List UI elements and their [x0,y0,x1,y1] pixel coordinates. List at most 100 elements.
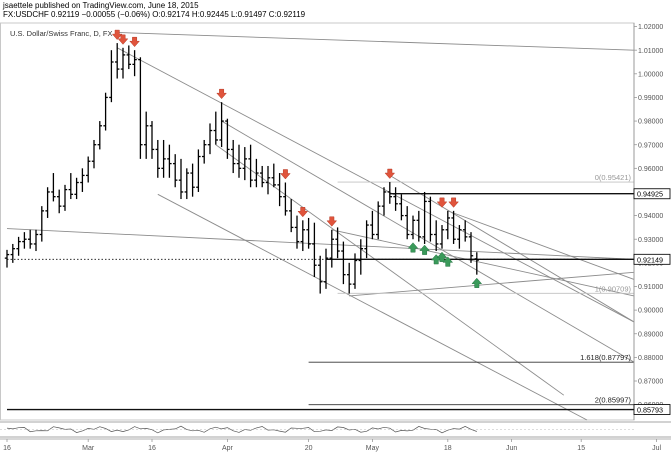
trend-line[interactable] [116,47,635,323]
ohlc-bar[interactable] [167,144,172,178]
ohlc-bar[interactable] [155,139,160,178]
ohlc-bar[interactable] [242,147,247,181]
ohlc-bar[interactable] [457,225,462,249]
ohlc-bar[interactable] [190,163,195,197]
ohlc-bar[interactable] [149,121,155,159]
ohlc-bar[interactable] [312,222,317,278]
trend-line[interactable] [331,229,635,297]
down-arrow-icon [448,197,459,208]
ohlc-bar[interactable] [265,165,271,195]
ohlc-bar[interactable] [39,206,44,242]
ohlc-bar[interactable] [225,118,230,159]
ohlc-bar[interactable] [335,227,340,259]
ohlc-bar[interactable] [323,248,329,289]
ohlc-bar[interactable] [4,249,10,268]
ohlc-bar[interactable] [202,139,207,164]
ohlc-bar[interactable] [62,184,68,211]
ohlc-bar[interactable] [109,50,114,103]
ohlc-bar[interactable] [271,163,276,188]
ohlc-bar[interactable] [416,210,421,242]
ohlc-bar[interactable] [28,229,33,249]
ohlc-bar[interactable] [289,199,294,233]
trend-line[interactable] [447,210,635,280]
ohlc-bar[interactable] [294,215,300,249]
ohlc-bar[interactable] [33,229,39,252]
ohlc-bar[interactable] [86,156,91,183]
price-tick-label: 1.01000 [638,48,663,55]
ohlc-bar[interactable] [219,102,224,148]
up-arrow-icon [407,242,419,253]
ohlc-bar[interactable] [68,173,73,200]
ohlc-bar[interactable] [80,168,85,192]
trend-line[interactable] [6,228,635,260]
ohlc-bar[interactable] [126,45,131,70]
ohlc-bar[interactable] [405,206,410,240]
ohlc-bar[interactable] [260,165,265,188]
ohlc-bar[interactable] [213,111,218,145]
ohlc-bar[interactable] [173,154,178,188]
ohlc-bar[interactable] [358,239,363,275]
time-tick-label: 16 [3,445,11,452]
ohlc-bar[interactable] [207,123,213,155]
ohlc-bar[interactable] [341,241,346,285]
ohlc-bar[interactable] [231,139,236,174]
trend-line[interactable] [117,32,635,51]
ohlc-bar[interactable] [103,92,108,131]
ohlc-bar[interactable] [16,236,21,256]
ohlc-bar[interactable] [393,187,398,211]
price-tick-label: 0.91000 [638,284,663,291]
ohlc-bar[interactable] [120,47,126,79]
ohlc-bar[interactable] [10,243,15,263]
ohlc-bar[interactable] [439,225,445,249]
ohlc-bar[interactable] [300,220,305,252]
ohlc-bar[interactable] [445,210,450,240]
ohlc-bar[interactable] [306,217,311,249]
time-tick-label: 18 [444,445,452,452]
price-tick-label: 0.99000 [638,95,663,102]
ohlc-bar[interactable] [51,173,56,202]
price-tick-label: 1.02000 [638,24,663,31]
ohlc-bar[interactable] [161,139,166,178]
ohlc-bar[interactable] [428,196,433,242]
ohlc-bar[interactable] [178,158,184,200]
ohlc-bar[interactable] [132,50,137,77]
ohlc-bar[interactable] [329,229,334,268]
ohlc-bar[interactable] [463,220,468,242]
ohlc-bar[interactable] [45,187,50,218]
trend-line[interactable] [349,271,635,297]
ohlc-bar[interactable] [236,144,242,178]
ohlc-bar[interactable] [138,57,143,159]
ohlc-bar[interactable] [364,220,369,259]
ohlc-bar[interactable] [57,189,62,214]
ohlc-bar[interactable] [248,144,253,188]
ohlc-bar[interactable] [97,121,102,150]
ohlc-bar[interactable] [399,194,404,221]
ohlc-bar[interactable] [196,149,201,192]
ohlc-bar[interactable] [451,210,456,244]
ohlc-bar[interactable] [277,173,282,207]
time-tick-label: May [366,445,380,452]
ohlc-bar[interactable] [381,187,387,216]
ohlc-bar[interactable] [352,253,358,289]
ohlc-bar[interactable] [387,182,392,204]
ohlc-bar[interactable] [318,255,323,294]
ohlc-bar[interactable] [468,232,474,263]
ohlc-bar[interactable] [144,111,149,159]
ohlc-bar[interactable] [91,139,97,169]
ohlc-bar[interactable] [74,177,79,200]
ohlc-bar[interactable] [283,182,288,216]
ohlc-bar[interactable] [347,262,352,294]
ohlc-bar[interactable] [184,168,189,200]
ohlc-bar[interactable] [115,43,120,79]
trend-line[interactable] [221,120,635,363]
ohlc-bar[interactable] [22,232,27,249]
ohlc-bar[interactable] [370,210,375,240]
trend-line[interactable] [157,193,588,421]
ohlc-bar[interactable] [474,252,479,275]
ohlc-bar[interactable] [434,220,439,252]
ohlc-bar[interactable] [376,201,381,240]
ohlc-bar[interactable] [410,215,416,240]
ohlc-bar[interactable] [422,191,427,244]
ohlc-bar[interactable] [254,158,259,188]
